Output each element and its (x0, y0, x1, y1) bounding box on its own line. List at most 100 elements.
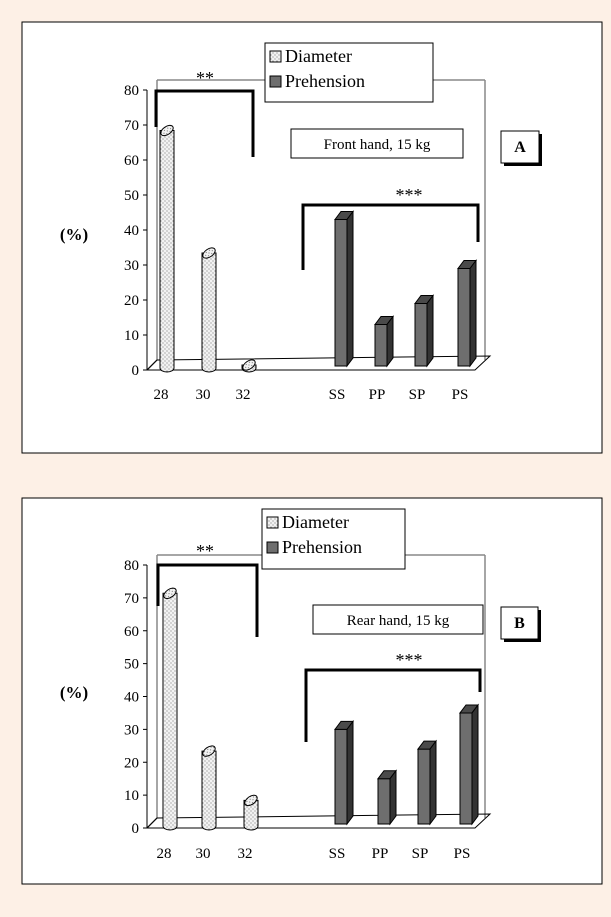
bar-side (389, 769, 397, 826)
bar-prehension-SS (334, 719, 354, 826)
y-tick-label: 40 (124, 690, 139, 706)
legend-label-diameter: Diameter (285, 46, 352, 66)
bar-diameter-28 (159, 124, 175, 373)
y-axis-label: (%) (60, 683, 88, 702)
panel-label-box (500, 130, 540, 164)
bar-side (346, 719, 354, 826)
x-tick-label: SP (409, 387, 426, 403)
chart-panel-B: 0 10 20 30 40 50 60 70 80 (%) 28 30 32 SS PP SP PS Diamet… (21, 497, 603, 885)
bar-prehension-PP (374, 315, 394, 368)
x-tick-label: 30 (196, 387, 211, 403)
bar-diameter-30 (201, 745, 217, 831)
y-tick-label: 40 (124, 223, 139, 239)
x-tick-label: 28 (154, 387, 169, 403)
bar-side (426, 294, 434, 368)
x-tick-label: 28 (157, 846, 172, 862)
bar-diameter-body (159, 130, 175, 373)
significance-marker-prehension: *** (396, 650, 423, 670)
bar-diameter-body (243, 799, 259, 831)
legend-swatch-diameter (269, 50, 282, 63)
panel-label-box (500, 606, 539, 640)
bar-diameter-32 (243, 794, 259, 831)
significance-bracket-prehension (301, 203, 480, 270)
y-tick-label: 60 (124, 624, 139, 640)
legend-label-prehension: Prehension (282, 537, 362, 557)
legend: Diameter Prehension (261, 508, 406, 570)
legend: Diameter Prehension (264, 42, 434, 103)
legend-label-diameter: Diameter (282, 512, 349, 532)
bar-front (334, 219, 348, 367)
bar-diameter-top (242, 359, 256, 371)
bar-diameter-body (201, 750, 217, 831)
bar-diameter-body (162, 592, 178, 831)
significance-marker-diameter: ** (196, 68, 214, 88)
legend-label-prehension: Prehension (285, 71, 365, 91)
bar-prehension-PS (457, 259, 477, 368)
bar-prehension-SP (414, 294, 434, 368)
chart-title: Front hand, 15 kg (324, 137, 431, 153)
y-tick-label: 50 (124, 188, 139, 204)
significance-marker-diameter: ** (196, 541, 214, 561)
bar-front (377, 778, 391, 825)
bar-side (471, 703, 479, 826)
bar-diameter-28 (162, 587, 178, 831)
bar-diameter-top (244, 794, 258, 807)
y-tick-label: 70 (124, 118, 139, 134)
x-tick-label: 32 (238, 846, 253, 862)
chart-title: Rear hand, 15 kg (347, 613, 450, 629)
bar-front (459, 712, 473, 825)
bar-side (469, 259, 477, 368)
legend-box (264, 42, 434, 103)
y-tick-label: 0 (132, 363, 140, 379)
floor (145, 355, 492, 371)
y-tick-label: 60 (124, 153, 139, 169)
bar-front (414, 303, 428, 367)
bar-diameter-body (201, 252, 217, 373)
significance-bracket-prehension (304, 668, 482, 742)
floor (145, 813, 492, 829)
chart-panel-A: 0 10 20 30 40 50 60 70 80 (%) 28 30 32 SS PP SP PS Diamet… (21, 21, 603, 454)
bar-diameter-top (202, 745, 216, 757)
y-tick-label: 30 (124, 258, 139, 274)
y-tick-label: 10 (124, 788, 139, 804)
bar-diameter-30 (201, 247, 217, 373)
bar-side (346, 210, 354, 368)
bar-front (417, 748, 431, 825)
legend-swatch-diameter (266, 516, 279, 529)
x-tick-label: 30 (196, 846, 211, 862)
x-tick-label: 32 (236, 387, 251, 403)
bar-diameter-top (202, 247, 216, 259)
bar-diameter-top (163, 587, 177, 599)
bar-front (374, 324, 388, 367)
chart-title-box (312, 604, 484, 635)
bar-front (334, 728, 348, 825)
chart-title-box (290, 128, 464, 159)
bar-diameter-top (160, 124, 174, 137)
y-tick-label: 80 (124, 558, 139, 574)
x-tick-label: PS (452, 387, 469, 403)
panel-label: A (514, 139, 526, 156)
bar-side (429, 739, 437, 826)
x-tick-label: PP (369, 387, 386, 403)
legend-box (261, 508, 406, 570)
y-tick-label: 70 (124, 591, 139, 607)
bar-diameter-32 (241, 359, 257, 373)
bar-side (386, 315, 394, 368)
bar-front (457, 268, 471, 367)
x-tick-label: SP (412, 846, 429, 862)
x-tick-label: SS (329, 387, 346, 403)
y-tick-label: 50 (124, 657, 139, 673)
significance-bracket-diameter (156, 563, 259, 637)
y-axis-label: (%) (60, 225, 88, 244)
significance-marker-prehension: *** (396, 185, 423, 205)
panel-label: B (514, 615, 525, 632)
bar-prehension-SP (417, 739, 437, 826)
x-tick-label: PP (372, 846, 389, 862)
bar-prehension-PS (459, 703, 479, 826)
y-tick-label: 30 (124, 722, 139, 738)
legend-swatch-prehension (269, 75, 282, 88)
significance-bracket-diameter (154, 89, 255, 157)
x-tick-label: PS (454, 846, 471, 862)
